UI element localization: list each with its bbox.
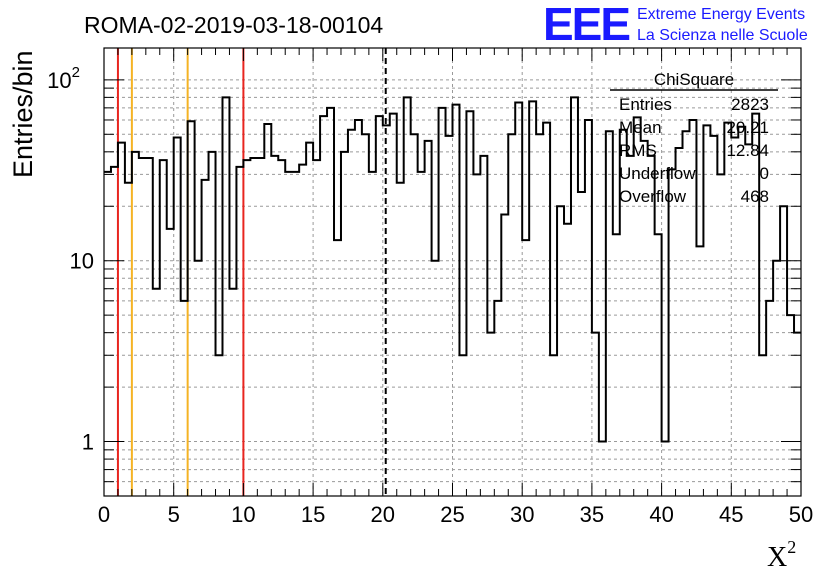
eee-logo: EEE Extreme Energy Events La Scienza nel… [543,0,808,50]
y-tick-label: 1 [82,430,94,455]
stats-value: 468 [741,187,769,206]
y-tick-label: 102 [47,64,80,93]
stats-value: 0 [760,164,769,183]
y-tick-label-text: 10 [70,249,94,274]
stats-title: ChiSquare [654,70,734,89]
stats-label: Mean [619,118,662,137]
x-tick-label: 10 [231,502,255,527]
x-axis-symbol: X [767,542,787,572]
logo-line-2: La Scienza nelle Scuole [637,27,808,44]
stats-label: Entries [619,95,672,114]
y-tick-label-exponent: 2 [72,64,80,81]
x-tick-label: 45 [719,502,743,527]
x-tick-label: 30 [510,502,534,527]
x-tick-label: 50 [789,502,813,527]
logo-line-1: Extreme Energy Events [637,6,805,23]
stats-value: 12.84 [726,141,769,160]
eee-logo-mark: EEE [543,0,629,50]
axis-ticks [103,48,802,497]
x-tick-label: 0 [98,502,110,527]
x-tick-label: 40 [649,502,673,527]
y-tick-label-text: 1 [82,430,94,455]
stats-label: Overflow [619,187,687,206]
y-axis-label: Entries/bin [8,50,38,178]
x-tick-labels: 0 5 10 15 20 25 30 35 40 45 50 [98,502,813,527]
x-tick-label: 20 [371,502,395,527]
x-tick-label: 5 [168,502,180,527]
stats-value: 20.21 [726,118,769,137]
y-tick-label-text: 10 [47,68,71,93]
x-axis-label: X2 [767,537,796,572]
stats-label: Underflow [619,164,696,183]
x-axis-superscript: 2 [787,537,796,557]
x-tick-label: 15 [301,502,325,527]
x-tick-label: 35 [580,502,604,527]
histogram-line [104,96,801,443]
reference-lines [116,48,387,496]
x-tick-label: 25 [440,502,464,527]
stats-box: ChiSquare Entries 2823 Mean 20.21 RMS 12.84 Un… [610,70,778,206]
stats-value: 2823 [731,95,769,114]
chart-title: ROMA-02-2019-03-18-00104 [84,12,383,38]
y-tick-label: 10 [70,249,94,274]
stats-label: RMS [619,141,657,160]
